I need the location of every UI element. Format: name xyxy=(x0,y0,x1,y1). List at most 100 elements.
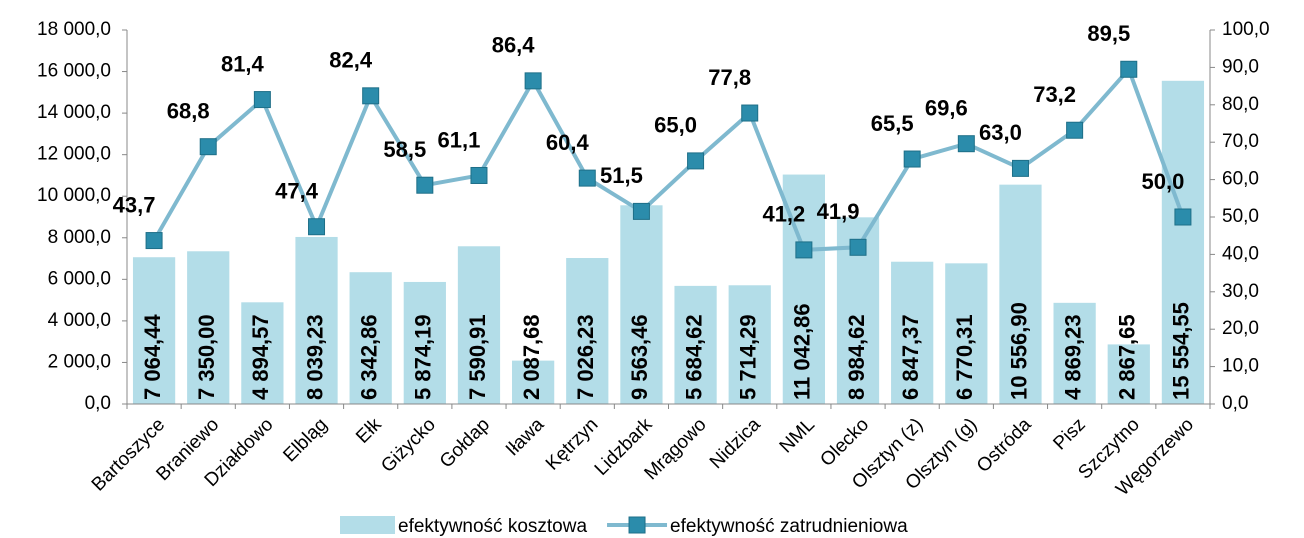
line-value-label: 65,5 xyxy=(871,111,914,136)
marker xyxy=(470,166,488,184)
line-value-label: 82,4 xyxy=(329,48,373,73)
legend-label: efektywność kosztowa xyxy=(398,516,587,537)
marker xyxy=(253,91,271,109)
line-value-label: 41,2 xyxy=(762,202,805,227)
bar xyxy=(945,263,988,404)
bar-value-label: 8 039,23 xyxy=(302,314,327,400)
bar-value-label: 5 684,62 xyxy=(681,314,706,400)
line-value-label: 61,1 xyxy=(438,127,481,152)
marker xyxy=(362,87,380,105)
bar-value-label: 4 894,57 xyxy=(248,314,273,400)
x-tick-label: Pisz xyxy=(1049,414,1089,454)
bar-value-label: 11 042,86 xyxy=(790,303,815,400)
bar-value-label: 9 563,46 xyxy=(627,314,652,400)
marker xyxy=(1120,60,1138,78)
y2-tick-label: 10,0 xyxy=(1222,356,1259,377)
x-tick-label: Ostróda xyxy=(973,414,1036,477)
marker xyxy=(741,104,759,122)
bar-value-label: 6 847,37 xyxy=(898,314,923,400)
bar xyxy=(132,257,176,404)
line-value-label: 81,4 xyxy=(221,51,265,76)
bar xyxy=(728,285,771,404)
bar-value-label: 5 714,29 xyxy=(736,314,761,400)
bar xyxy=(457,246,501,404)
bar-value-label: 4 869,23 xyxy=(1060,314,1085,400)
bar xyxy=(620,205,663,404)
y-tick-label: 4 000,0 xyxy=(48,310,111,331)
line-value-label: 58,5 xyxy=(383,137,426,162)
bar-value-label: 7 064,44 xyxy=(140,314,165,400)
y2-tick-label: 60,0 xyxy=(1222,169,1259,190)
x-tick-label: Bartoszyce xyxy=(88,414,169,495)
marker xyxy=(849,238,867,256)
marker xyxy=(957,135,975,153)
line xyxy=(152,65,1185,252)
bar xyxy=(403,281,446,404)
bar xyxy=(1161,80,1205,404)
y2-tick-label: 20,0 xyxy=(1222,318,1259,339)
x-tick-label: Gołdap xyxy=(436,414,494,472)
bar xyxy=(295,236,338,404)
bar xyxy=(999,184,1042,404)
bar xyxy=(1107,344,1150,404)
bar xyxy=(1053,302,1096,404)
bar-value-label: 6 342,86 xyxy=(356,314,381,400)
marker xyxy=(199,138,217,156)
x-tick-label: NML xyxy=(776,414,819,457)
y-tick-label: 18 000,0 xyxy=(37,19,111,40)
marker xyxy=(795,241,813,259)
line-value-label: 43,7 xyxy=(113,192,156,217)
line-value-label: 73,2 xyxy=(1033,82,1076,107)
line-value-label: 51,5 xyxy=(600,163,643,188)
legend-swatch xyxy=(340,516,395,534)
legend-label: efektywność zatrudnieniowa xyxy=(670,516,908,537)
marker xyxy=(416,176,434,194)
line-value-label: 68,8 xyxy=(167,99,210,124)
bar-value-label: 10 556,90 xyxy=(1006,302,1031,400)
line-value-label: 89,5 xyxy=(1087,21,1130,46)
bar-value-label: 7 026,23 xyxy=(573,314,598,400)
x-tick-label: Ełk xyxy=(352,414,386,448)
marker xyxy=(903,150,921,168)
line-value-label: 63,0 xyxy=(979,120,1022,145)
x-tick-label: Iława xyxy=(502,414,549,461)
bar-value-label: 8 984,62 xyxy=(844,314,869,400)
marker xyxy=(308,218,326,236)
bar-value-label: 7 590,91 xyxy=(465,314,490,400)
bar-value-label: 15 554,55 xyxy=(1169,302,1194,400)
marker xyxy=(632,202,650,220)
legend-marker xyxy=(628,516,646,534)
bar xyxy=(674,285,717,404)
line-value-label: 65,0 xyxy=(654,113,697,138)
line-value-label: 69,6 xyxy=(925,96,968,121)
bar xyxy=(187,251,230,404)
y2-tick-label: 100,0 xyxy=(1222,19,1270,40)
y2-tick-label: 90,0 xyxy=(1222,56,1259,77)
bar xyxy=(512,360,555,404)
y2-tick-label: 70,0 xyxy=(1222,131,1259,152)
bar xyxy=(891,261,934,404)
y-tick-label: 6 000,0 xyxy=(48,268,111,289)
bar-value-label: 2 867,65 xyxy=(1115,314,1140,400)
y-tick-label: 16 000,0 xyxy=(37,61,111,82)
bar xyxy=(349,272,392,404)
line-value-label: 77,8 xyxy=(708,65,751,90)
line-value-label: 60,4 xyxy=(546,130,590,155)
x-tick-label: Nidzica xyxy=(706,414,765,473)
line-value-label: 86,4 xyxy=(492,33,536,58)
line-value-label: 41,9 xyxy=(817,199,860,224)
x-tick-label: Giżycko xyxy=(377,414,440,477)
bar-value-label: 6 770,31 xyxy=(952,314,977,400)
y-tick-label: 0,0 xyxy=(85,393,111,414)
bar xyxy=(241,302,284,404)
bar-value-label: 7 350,00 xyxy=(194,314,219,400)
line-value-label: 47,4 xyxy=(275,179,319,204)
x-tick-label: Elbląg xyxy=(279,414,331,466)
line-value-label: 50,0 xyxy=(1142,169,1185,194)
marker xyxy=(578,169,596,187)
y-tick-label: 2 000,0 xyxy=(48,351,111,372)
marker xyxy=(1011,159,1029,177)
y2-tick-label: 80,0 xyxy=(1222,94,1259,115)
y-tick-label: 12 000,0 xyxy=(37,144,111,165)
